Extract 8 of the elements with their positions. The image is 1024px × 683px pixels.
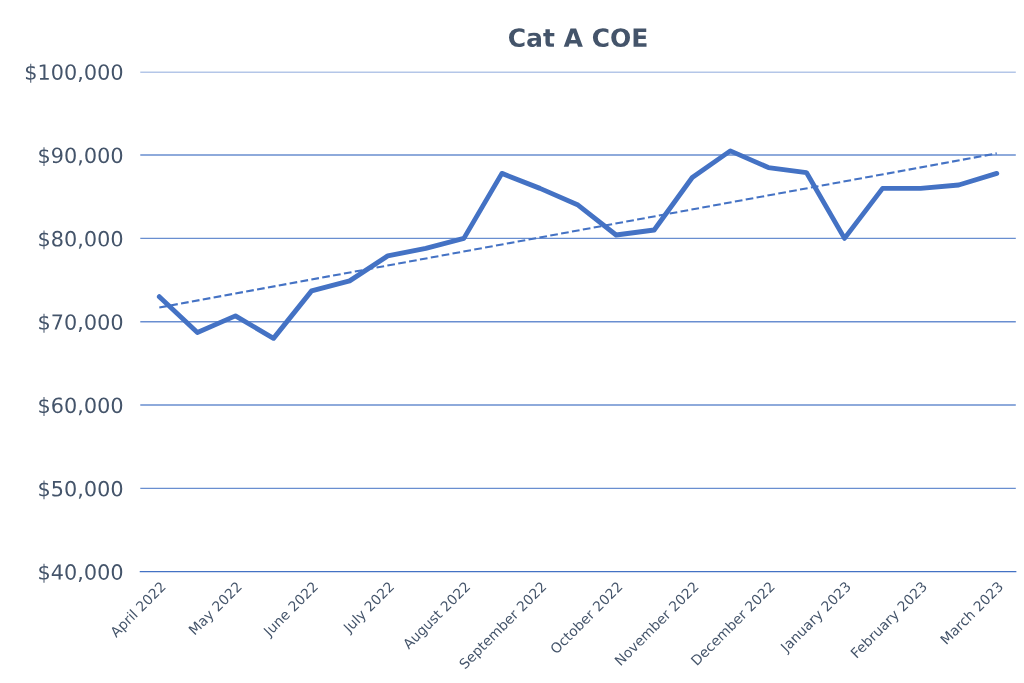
y-tick-label: $40,000	[39, 563, 123, 583]
chart-title: Cat A COE	[508, 28, 647, 48]
y-tick-label: $70,000	[39, 313, 123, 333]
y-tick-label: $60,000	[39, 397, 123, 416]
y-tick-label: $50,000	[39, 480, 123, 500]
y-tick-label: $80,000	[39, 230, 123, 250]
y-tick-label: $100,000	[25, 63, 123, 83]
y-tick-label: $90,000	[39, 147, 123, 167]
